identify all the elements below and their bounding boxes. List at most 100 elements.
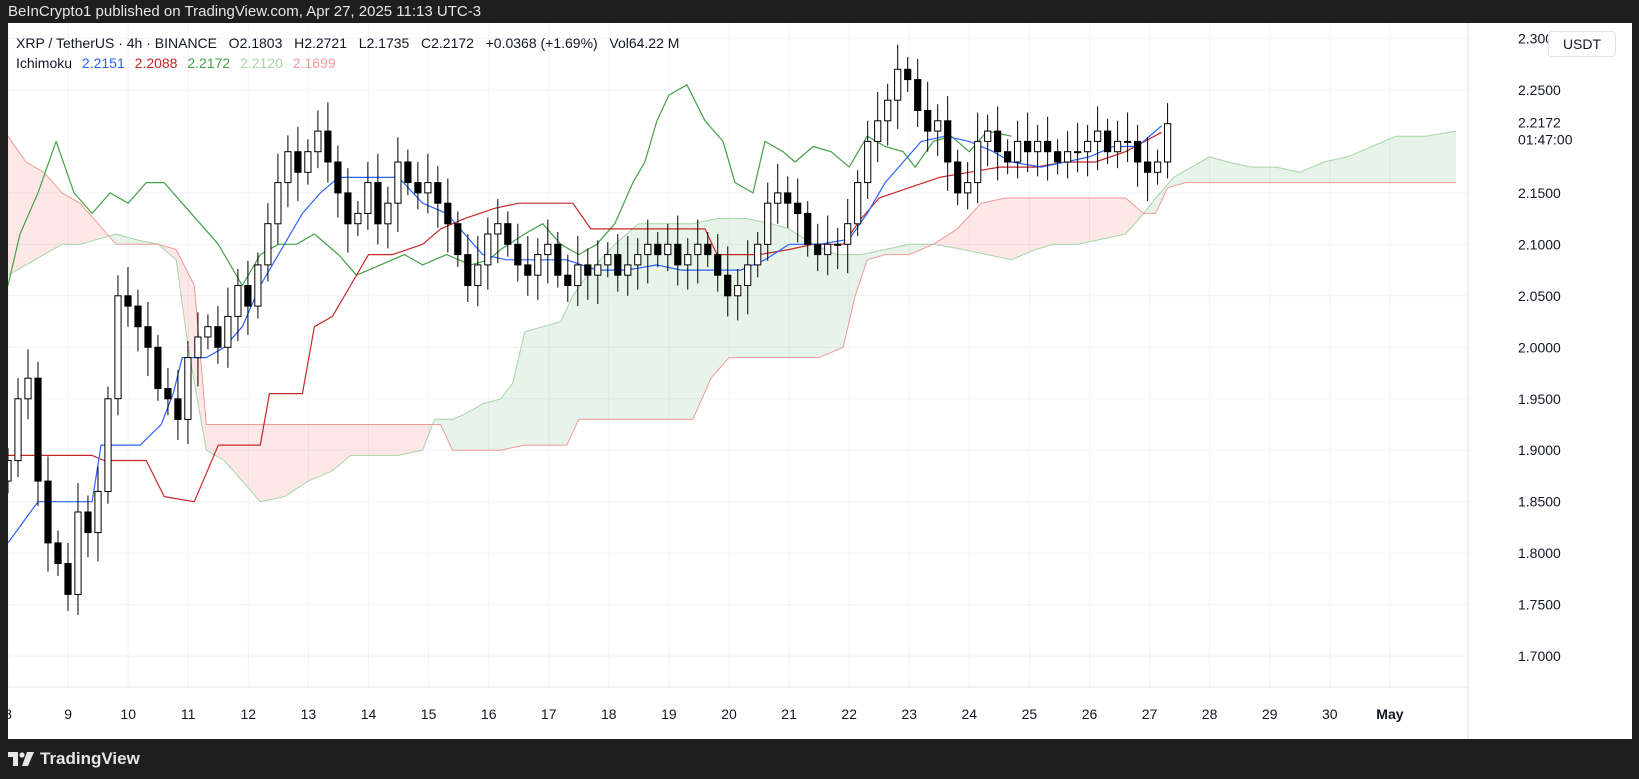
indicator-value-senkou-a: 2.2120 (240, 55, 283, 71)
chikou-span-line (8, 84, 1012, 287)
candle-up (624, 264, 632, 276)
tradingview-brand: TradingView (40, 749, 140, 768)
candle-down (1054, 151, 1062, 163)
candle-up (634, 254, 642, 266)
candle-up (364, 182, 372, 215)
candle-up (8, 460, 12, 482)
cloud-bullish (434, 218, 934, 451)
cloud-bullish (110, 234, 159, 245)
candle-down (804, 212, 812, 245)
senkou-span-a-line (8, 130, 1457, 503)
candle-up (194, 336, 202, 359)
y-tick-label: 2.1000 (1518, 236, 1561, 252)
x-tick-label: 23 (901, 706, 917, 722)
x-tick-label: 25 (1022, 706, 1038, 722)
tradingview-logo[interactable]: TradingView (8, 749, 140, 769)
candle-down (954, 161, 962, 194)
candle-down (154, 346, 162, 389)
candle-down (64, 563, 72, 595)
symbol-name[interactable]: XRP / TetherUS · 4h · BINANCE (16, 35, 217, 51)
candle-up (754, 243, 762, 266)
open-value: 2.1803 (239, 35, 283, 51)
candle-down (1144, 161, 1152, 173)
candle-down (564, 274, 572, 286)
currency-button[interactable]: USDT (1548, 31, 1616, 57)
candle-up (574, 264, 582, 286)
senkou-span-b-line (8, 135, 1456, 451)
candle-up (974, 140, 982, 184)
footer-bar: TradingView (0, 739, 1639, 779)
candle-down (144, 326, 152, 348)
indicator-name[interactable]: Ichimoku (16, 55, 73, 71)
y-tick-label: 2.2500 (1518, 82, 1561, 98)
candle-down (1004, 151, 1012, 163)
x-tick-label: 27 (1142, 706, 1158, 722)
x-tick-label: 13 (301, 706, 317, 722)
cloud-bearish (8, 136, 111, 276)
cloud-bearish (933, 198, 1144, 260)
y-tick-label: 1.8500 (1518, 494, 1561, 510)
candle-up (304, 151, 312, 173)
candle-down (584, 264, 592, 276)
candle-down (124, 295, 132, 307)
candle-up (114, 295, 122, 400)
y-tick-label: 1.9500 (1518, 391, 1561, 407)
high-value: 2.2721 (304, 35, 348, 51)
candle-down (784, 192, 792, 204)
x-tick-label: 20 (721, 706, 737, 722)
chart-panel[interactable]: 2.3000 2.2500 2.1500 2.1000 2.0500 2.0000 1.95… (8, 23, 1632, 739)
cloud-bearish (158, 244, 435, 502)
candle-up (424, 182, 432, 194)
x-tick-label: 9 (64, 706, 72, 722)
y-tick-label: 1.7000 (1518, 648, 1561, 664)
y-tick-label: 1.7500 (1518, 597, 1561, 613)
symbol-legend: XRP / TetherUS · 4h · BINANCE O2.1803 H2… (16, 35, 679, 51)
candle-up (1124, 140, 1132, 143)
candle-up (544, 243, 552, 256)
candle-down (904, 68, 912, 81)
candle-up (824, 243, 832, 256)
x-tick-label: 12 (241, 706, 257, 722)
candle-down (944, 120, 952, 163)
candle-up (1084, 140, 1092, 153)
indicator-value-tenkan: 2.2151 (81, 55, 125, 71)
candle-up (474, 264, 482, 286)
candle-up (314, 130, 322, 153)
indicator-value-senkou-b: 2.1699 (292, 55, 336, 71)
y-tick-label: 2.0500 (1518, 288, 1561, 304)
volume-label: Vol (609, 35, 629, 51)
close-label: C (420, 35, 432, 51)
indicator-legend: Ichimoku 2.2151 2.2088 2.2172 2.2120 2.1… (16, 55, 342, 71)
x-tick-label: 21 (781, 706, 797, 722)
candle-up (1034, 140, 1042, 153)
x-tick-label: 16 (481, 706, 497, 722)
candle-up (854, 182, 862, 225)
x-tick-label: 18 (601, 706, 617, 722)
candle-down (464, 254, 472, 287)
candle-up (834, 243, 842, 246)
x-tick-label: 8 (8, 706, 12, 722)
candle-down (714, 254, 722, 276)
candle-up (684, 254, 692, 266)
candle-down (794, 202, 802, 214)
price-chart[interactable]: 2.30002.25002.15002.10002.05002.00001.95… (8, 23, 1632, 739)
candle-down (84, 511, 92, 534)
candle-up (254, 264, 262, 307)
candle-up (884, 99, 892, 122)
volume-value: 64.22 M (628, 35, 680, 51)
candle-up (764, 202, 772, 245)
candle-up (744, 264, 752, 286)
candle-down (614, 254, 622, 276)
x-tick-label: 22 (841, 706, 857, 722)
tenkan-sen-line (8, 125, 1162, 544)
x-tick-label: 14 (361, 706, 377, 722)
y-tick-label: 1.8000 (1518, 545, 1561, 561)
x-tick-label: May (1376, 706, 1403, 722)
cloud-bullish (1143, 131, 1456, 214)
candle-down (674, 243, 682, 266)
candle-up (24, 377, 32, 400)
candle-down (344, 192, 352, 225)
candle-down (334, 161, 342, 194)
candle-up (934, 120, 942, 132)
candle-up (644, 243, 652, 256)
